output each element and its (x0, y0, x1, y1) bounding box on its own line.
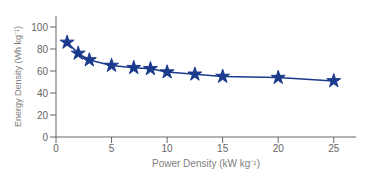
svg-text:20: 20 (273, 143, 285, 154)
svg-text:20: 20 (37, 110, 49, 121)
svg-text:Energy Density (Wh kg⁻¹): Energy Density (Wh kg⁻¹) (13, 26, 23, 127)
svg-text:60: 60 (37, 66, 49, 77)
svg-text:Power Density (kW kg⁻¹): Power Density (kW kg⁻¹) (152, 158, 260, 169)
svg-text:80: 80 (37, 44, 49, 55)
svg-text:25: 25 (328, 143, 340, 154)
svg-text:0: 0 (53, 143, 59, 154)
svg-text:40: 40 (37, 88, 49, 99)
svg-text:10: 10 (162, 143, 174, 154)
svg-text:0: 0 (42, 132, 48, 143)
svg-text:5: 5 (109, 143, 115, 154)
svg-text:100: 100 (31, 22, 48, 33)
svg-text:15: 15 (217, 143, 229, 154)
